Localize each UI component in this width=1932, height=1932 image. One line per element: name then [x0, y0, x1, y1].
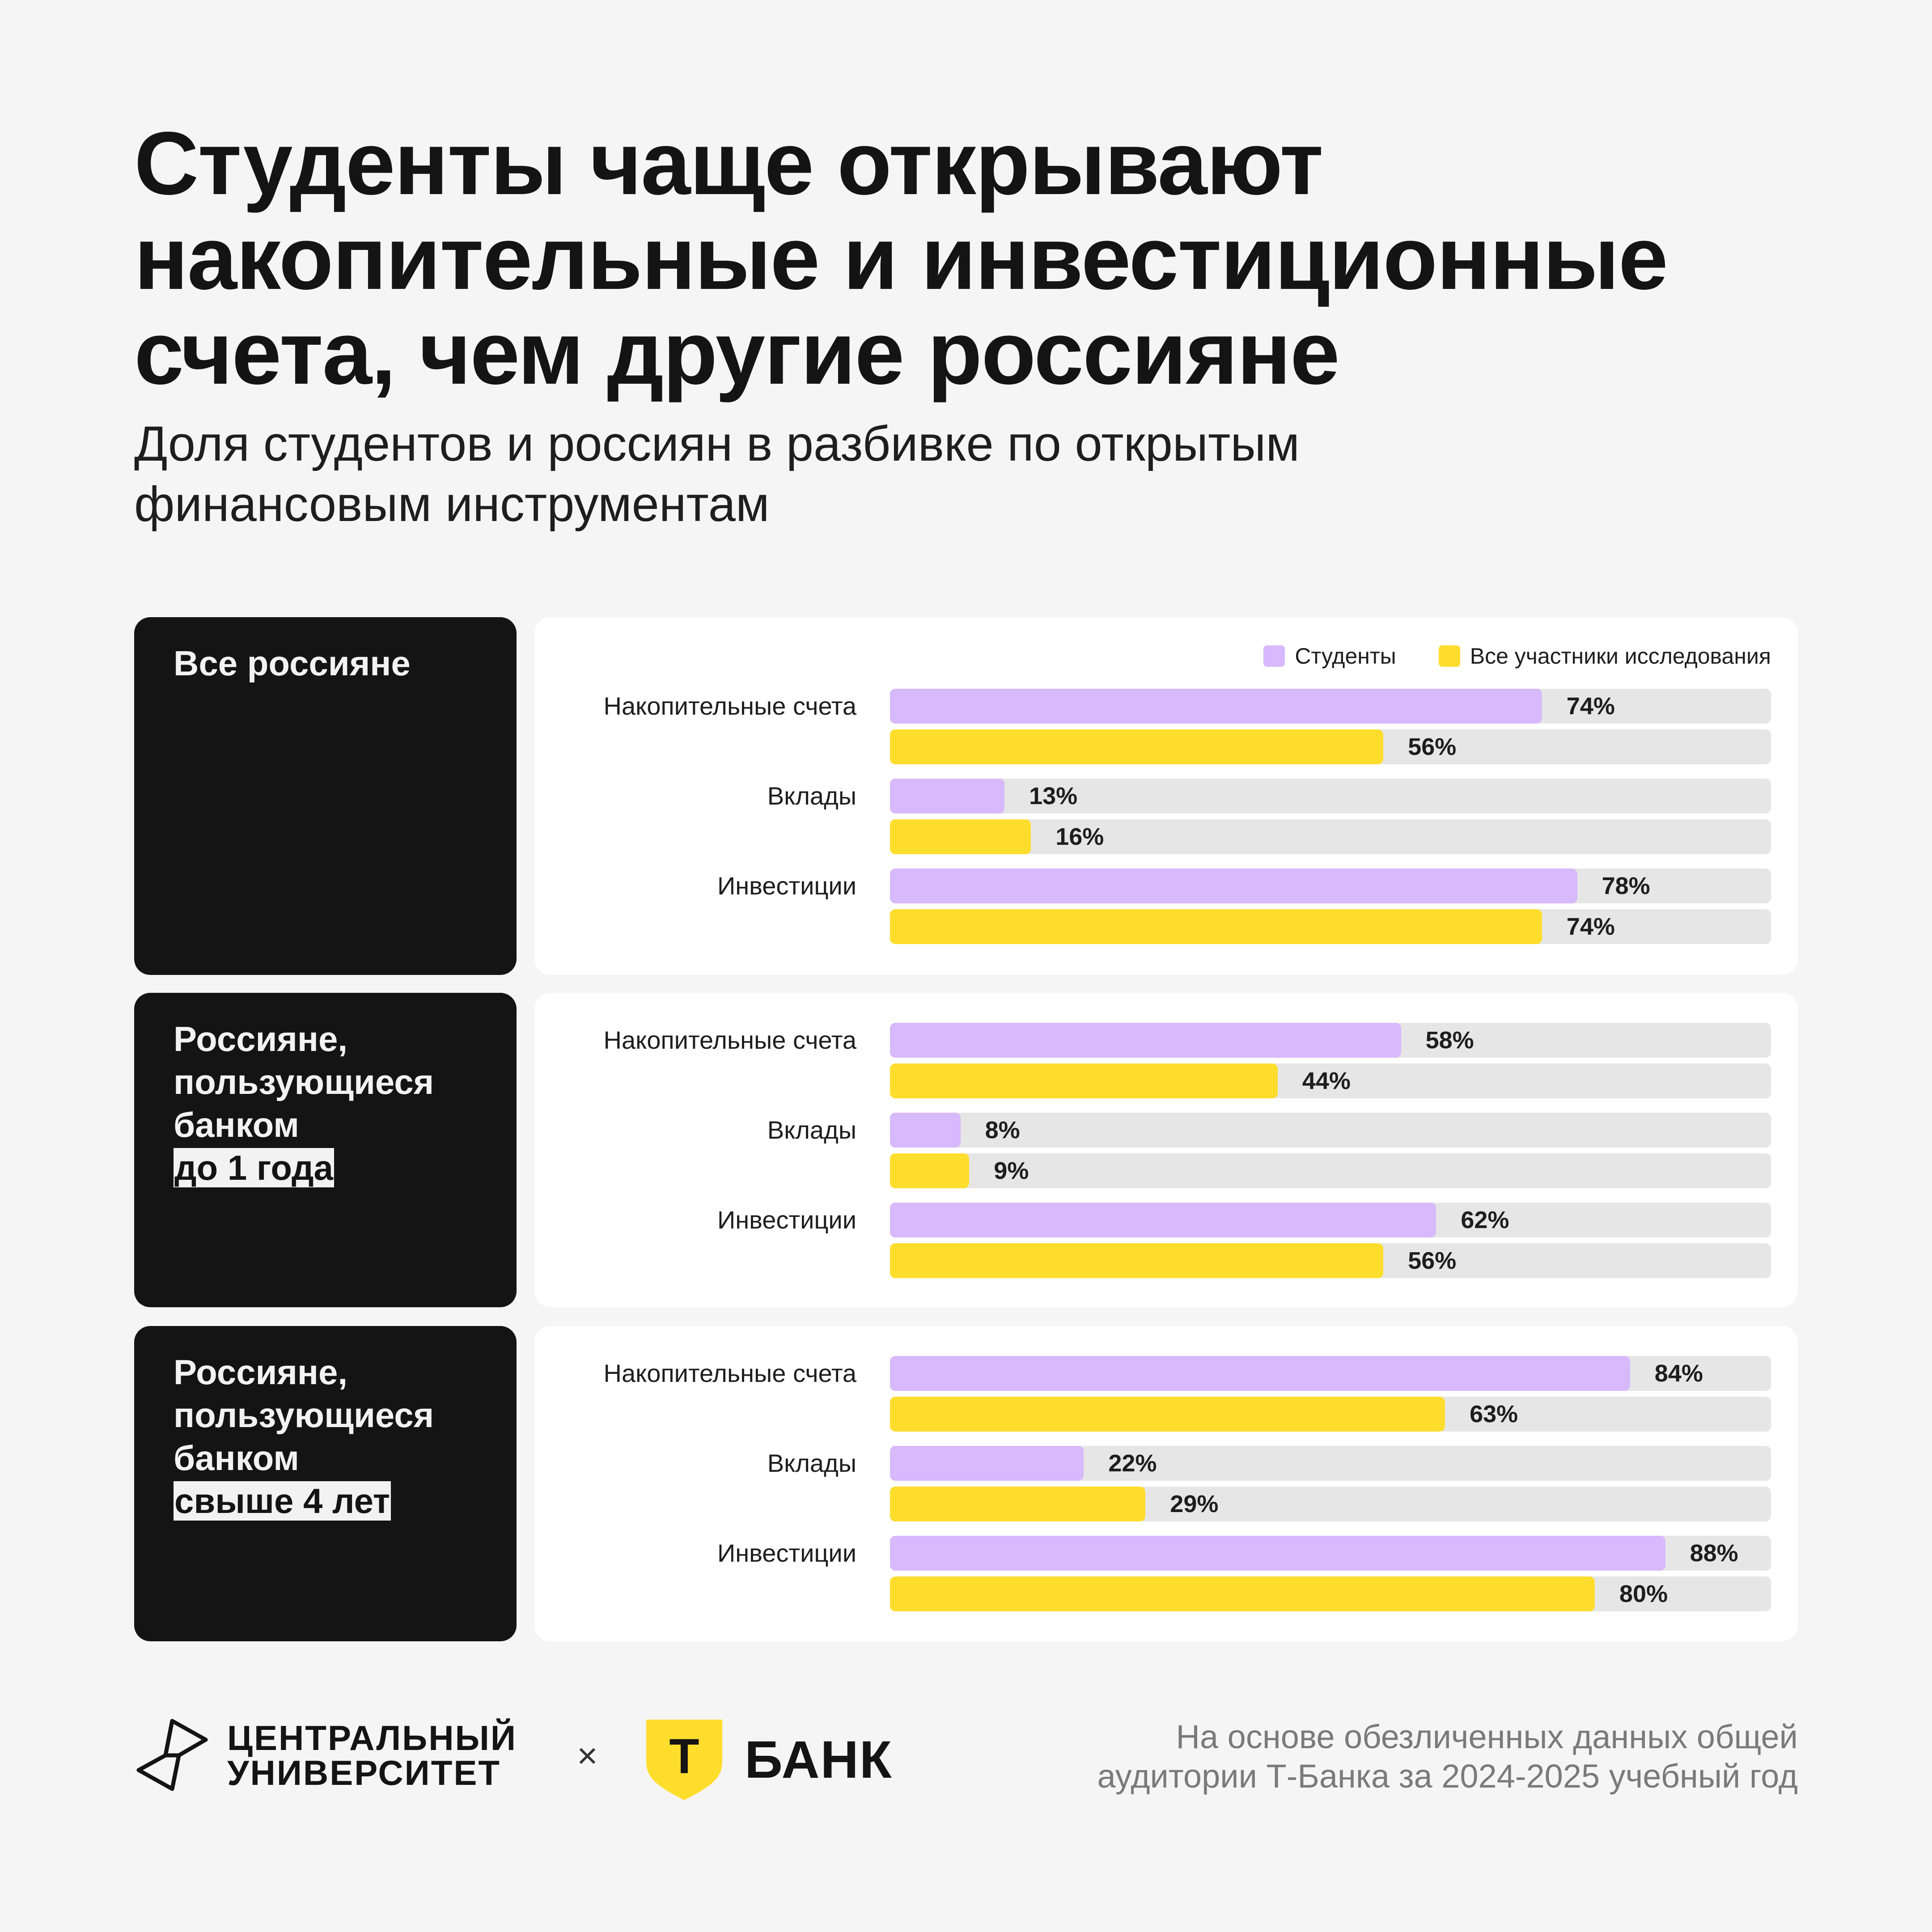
legend-label-all: Все участники исследования	[1470, 644, 1771, 669]
bar-track: 88%	[890, 1536, 1771, 1571]
bar-value-label: 9%	[994, 1157, 1029, 1184]
bar-all-participants	[890, 1576, 1595, 1611]
bar-value-label: 13%	[1029, 783, 1078, 809]
tbank-shield-icon: Т	[646, 1720, 722, 1800]
bar-value-label: 84%	[1654, 1360, 1703, 1387]
panel-3: Россияне, пользующиеся банком свыше 4 лет…	[134, 1326, 1798, 1641]
bar-track: 63%	[890, 1397, 1771, 1432]
source-note: На основе обезличенных данных общей ауди…	[1097, 1718, 1798, 1795]
bar-track: 13%	[890, 779, 1771, 813]
bar-track: 80%	[890, 1576, 1771, 1611]
bar-track: 58%	[890, 1023, 1771, 1058]
bar-chart-card: Накопительные счета 58% 44% Вклады 8% 9% Инвес…	[534, 993, 1798, 1307]
bar-all-participants	[890, 729, 1384, 764]
segment-label-card: Россияне, пользующиеся банком до 1 года	[134, 993, 517, 1307]
bar-track: 16%	[890, 819, 1771, 854]
bar-value-label: 44%	[1302, 1068, 1351, 1094]
central-university-wordmark: ЦЕНТРАЛЬНЫЙ УНИВЕРСИТЕТ	[227, 1720, 517, 1790]
bar-students	[890, 869, 1577, 903]
bar-chart-card: Студенты Все участники исследования Накопи…	[534, 617, 1798, 975]
segment-label: Россияне, пользующиеся банком	[174, 1019, 434, 1144]
category-label: Вклады	[767, 782, 856, 810]
segment-highlight: свыше 4 лет	[174, 1481, 391, 1521]
bar-students	[890, 689, 1542, 724]
legend-item-students: Студенты	[1263, 643, 1396, 669]
bar-track: 8%	[890, 1113, 1771, 1148]
bar-track: 9%	[890, 1153, 1771, 1188]
segment-label-card: Россияне, пользующиеся банком свыше 4 лет	[134, 1326, 517, 1641]
bar-value-label: 80%	[1619, 1580, 1668, 1607]
bar-track: 62%	[890, 1203, 1771, 1237]
bar-students	[890, 1113, 961, 1148]
category-label: Инвестиции	[717, 1206, 856, 1234]
chart-legend: Студенты Все участники исследования	[1221, 643, 1771, 669]
category-label: Накопительные счета	[603, 1359, 857, 1387]
bar-track: 44%	[890, 1063, 1771, 1098]
bar-students	[890, 1023, 1401, 1058]
category-label: Вклады	[767, 1449, 856, 1477]
bar-all-participants	[890, 1153, 970, 1188]
bar-value-label: 29%	[1170, 1491, 1219, 1517]
bar-value-label: 62%	[1461, 1207, 1509, 1233]
bar-value-label: 22%	[1108, 1450, 1157, 1477]
panel-1: Все россияне Студенты Все участники исслед…	[134, 617, 1798, 975]
bar-value-label: 74%	[1566, 693, 1615, 720]
bar-all-participants	[890, 1243, 1384, 1278]
central-university-logo: ЦЕНТРАЛЬНЫЙ УНИВЕРСИТЕТ	[134, 1717, 517, 1793]
bar-all-participants	[890, 909, 1542, 944]
legend-swatch-students	[1263, 645, 1285, 667]
bar-value-label: 58%	[1425, 1027, 1474, 1054]
panel-2: Россияне, пользующиеся банком до 1 года На…	[134, 993, 1798, 1307]
bar-value-label: 16%	[1055, 823, 1104, 850]
bar-track: 56%	[890, 729, 1771, 764]
bar-track: 56%	[890, 1243, 1771, 1278]
bar-track: 84%	[890, 1356, 1771, 1391]
page-title: Студенты чаще открывают накопительные и …	[134, 114, 1668, 403]
legend-item-all: Все участники исследования	[1438, 643, 1771, 669]
bar-all-participants	[890, 819, 1031, 854]
tbank-shield-letter: Т	[669, 1729, 699, 1784]
bar-value-label: 78%	[1602, 873, 1650, 899]
bar-students	[890, 1446, 1084, 1481]
bar-track: 29%	[890, 1487, 1771, 1521]
tbank-logo: Т БАНК	[646, 1720, 893, 1800]
bar-track: 74%	[890, 689, 1771, 724]
bar-value-label: 63%	[1470, 1401, 1518, 1428]
bar-value-label: 56%	[1408, 733, 1457, 760]
bar-value-label: 56%	[1408, 1247, 1457, 1274]
page-subtitle: Доля студентов и россиян в разбивке по о…	[134, 416, 1300, 532]
bar-students	[890, 1536, 1665, 1571]
bar-students	[890, 1203, 1436, 1237]
bar-value-label: 74%	[1566, 913, 1615, 940]
bar-all-participants	[890, 1397, 1445, 1432]
segment-label-card: Все россияне	[134, 617, 517, 975]
category-label: Накопительные счета	[603, 1026, 857, 1054]
bar-students	[890, 1356, 1630, 1391]
category-label: Накопительные счета	[603, 692, 857, 720]
category-label: Инвестиции	[717, 1539, 856, 1567]
bar-all-participants	[890, 1063, 1278, 1098]
bar-value-label: 8%	[985, 1117, 1020, 1144]
legend-label-students: Студенты	[1295, 644, 1396, 669]
central-university-icon	[136, 1719, 208, 1791]
legend-swatch-all	[1438, 645, 1460, 667]
cu-line1: ЦЕНТРАЛЬНЫЙ	[227, 1718, 517, 1758]
times-sign: ×	[577, 1736, 598, 1775]
tbank-wordmark: БАНК	[745, 1730, 893, 1789]
segment-label: Все россияне	[174, 644, 411, 683]
category-label: Вклады	[767, 1116, 856, 1144]
bar-students	[890, 779, 1005, 813]
bar-track: 74%	[890, 909, 1771, 944]
cu-line2: УНИВЕРСИТЕТ	[227, 1753, 501, 1792]
bar-track: 22%	[890, 1446, 1771, 1481]
bar-track: 78%	[890, 869, 1771, 903]
bar-chart-card: Накопительные счета 84% 63% Вклады 22% 29% Инв…	[534, 1326, 1798, 1641]
bar-value-label: 88%	[1690, 1540, 1738, 1567]
category-label: Инвестиции	[717, 872, 856, 900]
segment-highlight: до 1 года	[174, 1148, 334, 1187]
segment-label: Россияне, пользующиеся банком	[174, 1352, 434, 1478]
bar-all-participants	[890, 1487, 1146, 1521]
